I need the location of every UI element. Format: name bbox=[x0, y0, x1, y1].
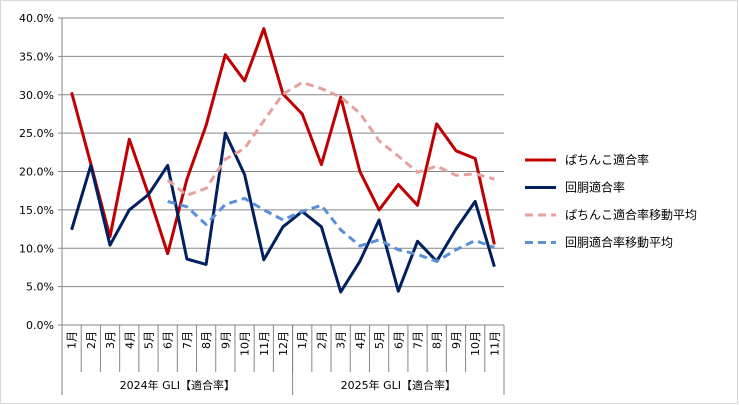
y-tick-label: 30.0% bbox=[19, 89, 54, 102]
x-tick-label: 8月 bbox=[200, 331, 213, 349]
x-tick-label: 11月 bbox=[258, 331, 271, 356]
x-tick-label: 2月 bbox=[315, 331, 328, 349]
y-tick-label: 40.0% bbox=[19, 12, 54, 25]
y-tick-label: 15.0% bbox=[19, 204, 54, 217]
x-tick-label: 2月 bbox=[85, 331, 98, 349]
y-tick-label: 5.0% bbox=[26, 281, 54, 294]
x-tick-label: 8月 bbox=[431, 331, 444, 349]
x-tick-label: 10月 bbox=[469, 331, 482, 356]
group-label: 2025年 GLI【適合率】 bbox=[341, 378, 456, 392]
x-tick-label: 10月 bbox=[239, 331, 252, 356]
legend-label-2: ぱちんこ適合率移動平均 bbox=[565, 207, 697, 222]
legend-label-1: 回胴適合率 bbox=[565, 180, 625, 195]
x-tick-label: 11月 bbox=[488, 331, 501, 356]
x-tick-label: 4月 bbox=[123, 331, 136, 349]
series-line-3 bbox=[167, 196, 495, 263]
y-tick-label: 25.0% bbox=[19, 127, 54, 140]
x-tick-label: 3月 bbox=[104, 331, 117, 349]
x-tick-label: 9月 bbox=[450, 331, 463, 349]
series-line-2 bbox=[166, 81, 495, 197]
x-tick-label: 6月 bbox=[162, 331, 175, 349]
x-tick-label: 12月 bbox=[277, 331, 290, 356]
x-tick-label: 7月 bbox=[181, 331, 194, 349]
y-tick-label: 0.0% bbox=[26, 319, 54, 332]
y-tick-label: 20.0% bbox=[19, 166, 54, 179]
x-tick-label: 1月 bbox=[66, 331, 79, 349]
y-tick-label: 35.0% bbox=[19, 50, 54, 63]
x-tick-label: 7月 bbox=[412, 331, 425, 349]
legend-label-0: ぱちんこ適合率 bbox=[565, 152, 649, 167]
group-label: 2024年 GLI【適合率】 bbox=[120, 378, 235, 392]
x-tick-label: 4月 bbox=[354, 331, 367, 349]
y-tick-label: 10.0% bbox=[19, 242, 54, 255]
x-tick-label: 6月 bbox=[392, 331, 405, 349]
x-tick-label: 5月 bbox=[373, 331, 386, 349]
x-tick-label: 1月 bbox=[296, 331, 309, 349]
x-tick-label: 5月 bbox=[142, 331, 155, 349]
x-tick-label: 3月 bbox=[335, 331, 348, 349]
legend-label-3: 回胴適合率移動平均 bbox=[565, 235, 673, 250]
x-tick-label: 9月 bbox=[219, 331, 232, 349]
